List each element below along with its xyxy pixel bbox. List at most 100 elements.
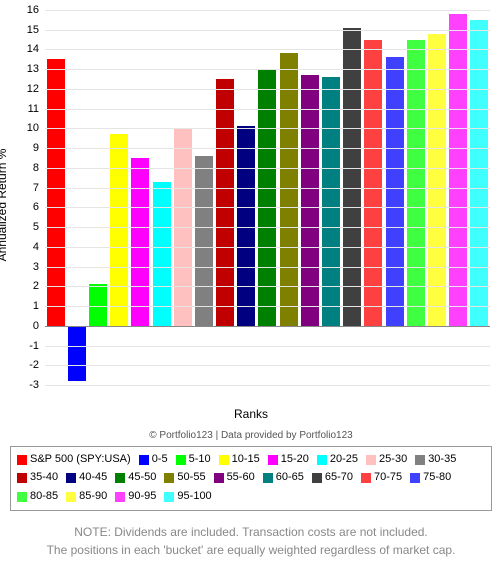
legend-item: 35-40 bbox=[17, 469, 58, 487]
y-tick-label: 11 bbox=[28, 103, 39, 115]
legend-label: 50-55 bbox=[177, 471, 205, 483]
legend-label: 40-45 bbox=[79, 471, 107, 483]
legend-item: 15-20 bbox=[268, 451, 309, 469]
legend-swatch bbox=[115, 473, 125, 483]
bar bbox=[407, 40, 425, 326]
legend-swatch bbox=[176, 455, 186, 465]
y-tick-label: 1 bbox=[33, 300, 39, 312]
legend-swatch bbox=[214, 473, 224, 483]
legend-item: 80-85 bbox=[17, 488, 58, 506]
legend-label: 5-10 bbox=[189, 453, 211, 465]
legend-swatch bbox=[17, 492, 27, 502]
legend-item: 50-55 bbox=[164, 469, 205, 487]
legend-item: 65-70 bbox=[312, 469, 353, 487]
chart-plot-area bbox=[45, 10, 490, 385]
legend-swatch bbox=[366, 455, 376, 465]
grid-line bbox=[45, 267, 490, 268]
legend-label: 25-30 bbox=[379, 453, 407, 465]
bar bbox=[237, 126, 255, 325]
legend-item: 70-75 bbox=[361, 469, 402, 487]
legend-swatch bbox=[410, 473, 420, 483]
bar bbox=[153, 182, 171, 326]
bars-group bbox=[45, 10, 490, 385]
y-tick-label: 12 bbox=[27, 83, 39, 95]
legend-label: 10-15 bbox=[232, 453, 260, 465]
y-tick-label: 7 bbox=[33, 182, 39, 194]
grid-line bbox=[45, 49, 490, 50]
grid-line bbox=[45, 30, 490, 31]
grid-line bbox=[45, 385, 490, 386]
bar bbox=[110, 134, 128, 325]
legend-label: 0-5 bbox=[152, 453, 168, 465]
grid-line bbox=[45, 148, 490, 149]
legend-item: 5-10 bbox=[176, 451, 211, 469]
y-axis: Annualized Return % -3-2-101234567891011… bbox=[0, 10, 45, 385]
y-tick-label: -2 bbox=[29, 359, 39, 371]
bar bbox=[131, 158, 149, 326]
grid-line bbox=[45, 365, 490, 366]
y-tick-label: 2 bbox=[33, 280, 39, 292]
legend-label: 80-85 bbox=[30, 490, 58, 502]
y-tick-label: 16 bbox=[27, 4, 39, 16]
bar bbox=[216, 79, 234, 326]
grid-line bbox=[45, 89, 490, 90]
y-axis-label: Annualized Return % bbox=[0, 149, 9, 262]
bar bbox=[89, 284, 107, 325]
legend-item: 30-35 bbox=[415, 451, 456, 469]
y-tick-label: 3 bbox=[33, 261, 39, 273]
legend-item: 40-45 bbox=[66, 469, 107, 487]
grid-line bbox=[45, 346, 490, 347]
grid-line bbox=[45, 207, 490, 208]
legend-item: 95-100 bbox=[164, 488, 211, 506]
y-tick-label: 6 bbox=[33, 201, 39, 213]
legend-swatch bbox=[17, 455, 27, 465]
note-line-1: NOTE: Dividends are included. Transactio… bbox=[0, 523, 502, 541]
grid-line bbox=[45, 128, 490, 129]
legend-label: 70-75 bbox=[374, 471, 402, 483]
legend-label: 35-40 bbox=[30, 471, 58, 483]
legend: S&P 500 (SPY:USA)0-55-1010-1515-2020-252… bbox=[10, 446, 492, 511]
legend-swatch bbox=[317, 455, 327, 465]
y-tick-label: 0 bbox=[33, 320, 39, 332]
bar bbox=[322, 77, 340, 326]
y-tick-label: 9 bbox=[33, 142, 39, 154]
legend-item: 75-80 bbox=[410, 469, 451, 487]
legend-swatch bbox=[268, 455, 278, 465]
legend-label: 60-65 bbox=[276, 471, 304, 483]
grid-line bbox=[45, 109, 490, 110]
legend-item: 20-25 bbox=[317, 451, 358, 469]
legend-label: 55-60 bbox=[227, 471, 255, 483]
legend-swatch bbox=[164, 473, 174, 483]
bar bbox=[68, 326, 86, 381]
attribution-text: © Portfolio123 | Data provided by Portfo… bbox=[0, 430, 502, 441]
legend-swatch bbox=[139, 455, 149, 465]
y-tick-label: 4 bbox=[33, 241, 39, 253]
note-text: NOTE: Dividends are included. Transactio… bbox=[0, 523, 502, 559]
grid-line bbox=[45, 10, 490, 11]
legend-label: 85-90 bbox=[79, 490, 107, 502]
legend-item: 45-50 bbox=[115, 469, 156, 487]
legend-swatch bbox=[219, 455, 229, 465]
note-line-2: The positions in each 'bucket' are equal… bbox=[0, 541, 502, 559]
legend-label: 15-20 bbox=[281, 453, 309, 465]
grid-line bbox=[45, 168, 490, 169]
legend-label: 65-70 bbox=[325, 471, 353, 483]
legend-swatch bbox=[164, 492, 174, 502]
bar bbox=[364, 40, 382, 326]
zero-line bbox=[45, 326, 490, 327]
legend-label: 45-50 bbox=[128, 471, 156, 483]
legend-swatch bbox=[415, 455, 425, 465]
bar bbox=[428, 34, 446, 326]
grid-line bbox=[45, 247, 490, 248]
bar bbox=[470, 20, 488, 326]
chart-container: Annualized Return % -3-2-101234567891011… bbox=[0, 0, 502, 561]
x-axis-label: Ranks bbox=[0, 407, 502, 421]
legend-label: 20-25 bbox=[330, 453, 358, 465]
y-tick-label: 5 bbox=[33, 221, 39, 233]
legend-item: 0-5 bbox=[139, 451, 168, 469]
bar bbox=[280, 53, 298, 325]
y-tick-label: -1 bbox=[29, 340, 39, 352]
legend-label: 75-80 bbox=[423, 471, 451, 483]
legend-swatch bbox=[361, 473, 371, 483]
legend-item: 60-65 bbox=[263, 469, 304, 487]
